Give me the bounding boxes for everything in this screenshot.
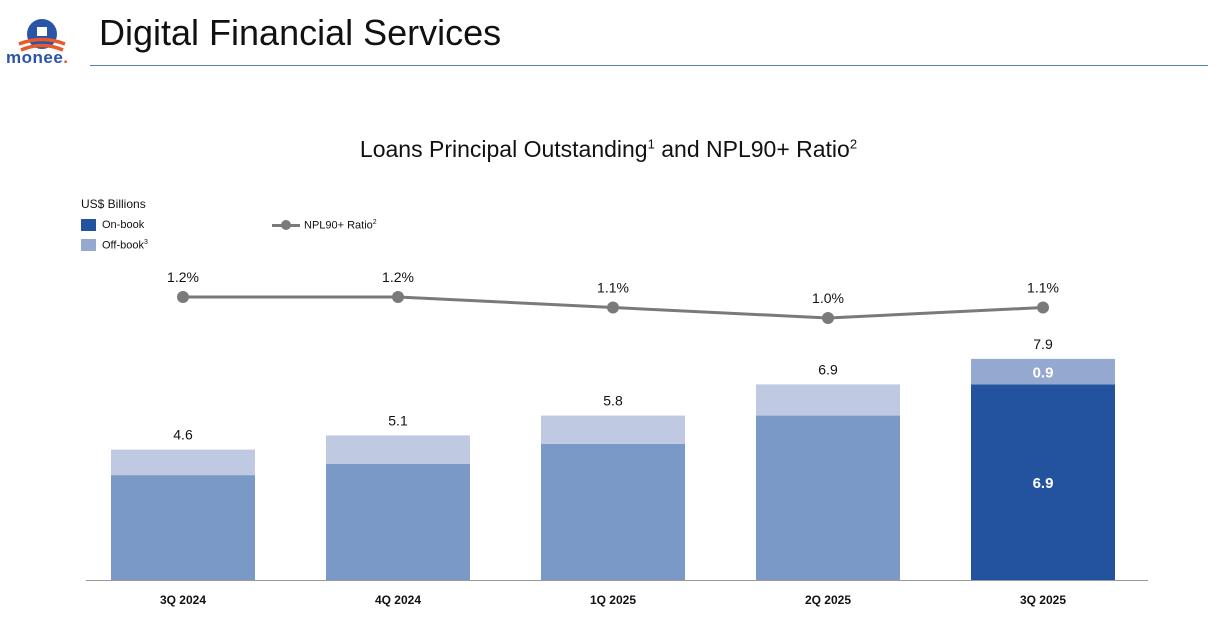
units-label: US$ Billions [81, 197, 146, 211]
bar-total-label: 5.1 [388, 412, 408, 428]
x-tick-label: 3Q 2025 [1020, 593, 1066, 607]
bar-off-book-1 [111, 449, 255, 476]
npl-ratio-point [607, 301, 619, 314]
legend-label-off-book: Off-book3 [102, 239, 148, 252]
legend-on-book: On-book [81, 219, 144, 231]
bar-on-book-4 [756, 415, 900, 580]
segment-label-off-book: 0.9 [1033, 365, 1054, 382]
bar-on-book-2 [326, 463, 470, 580]
bar-off-book-5 [971, 358, 1115, 385]
legend-line-marker-icon [272, 220, 300, 231]
legend-label-on-book: On-book [102, 219, 145, 231]
npl-ratio-label: 1.1% [1027, 280, 1059, 296]
bar-on-book-3 [541, 443, 685, 580]
page-title: Digital Financial Services [99, 12, 502, 53]
bar-total-label: 5.8 [603, 393, 623, 409]
npl-ratio-label: 1.2% [167, 269, 199, 285]
legend-off-book: Off-book3 [81, 239, 148, 252]
legend-label-npl-ratio: NPL90+ Ratio2 [304, 219, 377, 232]
bar-total-label: 4.6 [173, 427, 193, 443]
monee-logo-icon [18, 19, 66, 52]
x-tick-label: 2Q 2025 [805, 593, 851, 607]
npl-ratio-label: 1.2% [382, 269, 414, 285]
npl-ratio-point [177, 291, 189, 303]
bar-off-book-3 [541, 415, 685, 444]
bar-off-book-4 [756, 384, 900, 416]
chart-title: Loans Principal Outstanding1 and NPL90+ … [359, 136, 858, 162]
npl-ratio-point [822, 312, 834, 324]
x-tick-label: 1Q 2025 [590, 593, 636, 607]
x-tick-label: 4Q 2024 [375, 593, 421, 607]
npl-ratio-label: 1.1% [597, 280, 629, 296]
x-tick-label: 3Q 2024 [160, 593, 206, 607]
legend-swatch-off-book [81, 239, 96, 252]
segment-label-on-book: 6.9 [1033, 475, 1054, 492]
bar-on-book-5 [971, 384, 1115, 580]
bar-total-label: 6.9 [818, 361, 838, 377]
npl-ratio-point [1037, 301, 1049, 314]
npl-ratio-label: 1.0% [812, 290, 844, 306]
bar-on-book-1 [111, 475, 255, 580]
title-divider [90, 65, 1208, 66]
legend-npl-ratio: NPL90+ Ratio2 [272, 219, 377, 232]
legend-swatch-on-book [81, 219, 96, 231]
npl-ratio-point [392, 291, 404, 303]
bar-total-label: 7.9 [1033, 336, 1053, 352]
logo-wordmark: monee. [6, 48, 69, 67]
bar-off-book-2 [326, 435, 470, 464]
